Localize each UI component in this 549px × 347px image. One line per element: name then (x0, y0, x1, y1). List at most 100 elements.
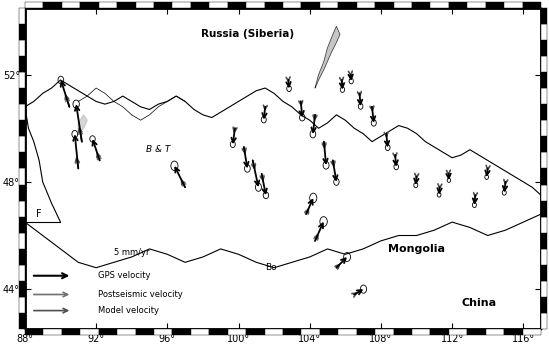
Bar (209, 329, 228, 335)
Bar (19, 281, 25, 297)
Bar (228, 2, 246, 8)
Bar (19, 8, 25, 24)
Bar (19, 169, 25, 185)
Text: Mongolia: Mongolia (388, 244, 445, 254)
Bar (541, 217, 547, 233)
Bar (486, 329, 504, 335)
Bar (541, 281, 547, 297)
Bar (19, 249, 25, 265)
Bar (523, 329, 541, 335)
Bar (467, 2, 486, 8)
Bar (541, 24, 547, 40)
Bar (246, 2, 265, 8)
Bar (19, 136, 25, 152)
Bar (541, 185, 547, 201)
Bar (19, 104, 25, 120)
Bar (467, 329, 486, 335)
Text: Model velocity: Model velocity (98, 306, 159, 315)
Bar (394, 329, 412, 335)
Bar (99, 329, 117, 335)
Bar (504, 329, 523, 335)
Bar (283, 2, 301, 8)
Bar (338, 2, 357, 8)
Text: Russia (Siberia): Russia (Siberia) (201, 29, 294, 40)
Bar (19, 217, 25, 233)
Polygon shape (79, 115, 87, 134)
Text: Postseismic velocity: Postseismic velocity (98, 290, 183, 299)
Text: China: China (461, 297, 496, 307)
Bar (541, 120, 547, 136)
Bar (19, 40, 25, 56)
Bar (541, 72, 547, 88)
Text: Bo: Bo (265, 263, 277, 272)
Bar (99, 2, 117, 8)
Bar (541, 104, 547, 120)
Polygon shape (315, 26, 340, 88)
Bar (136, 2, 154, 8)
Bar (80, 2, 99, 8)
Bar (541, 152, 547, 169)
Bar (375, 329, 394, 335)
Bar (246, 329, 265, 335)
Bar (19, 233, 25, 249)
Bar (449, 2, 467, 8)
Bar (43, 2, 61, 8)
Bar (19, 297, 25, 313)
Bar (357, 2, 375, 8)
Bar (191, 2, 209, 8)
Bar (43, 329, 61, 335)
Bar (301, 2, 320, 8)
Bar (541, 8, 547, 24)
Bar (61, 329, 80, 335)
Text: B & T: B & T (146, 145, 171, 154)
Bar (320, 2, 338, 8)
Text: 5 mm/yr: 5 mm/yr (114, 248, 149, 257)
Bar (541, 313, 547, 329)
Bar (412, 2, 430, 8)
Bar (61, 2, 80, 8)
Bar (19, 152, 25, 169)
Bar (25, 2, 43, 8)
Bar (541, 136, 547, 152)
Text: GPS velocity: GPS velocity (98, 271, 150, 280)
Bar (541, 265, 547, 281)
Bar (19, 201, 25, 217)
Bar (154, 329, 172, 335)
Bar (394, 2, 412, 8)
Bar (375, 2, 394, 8)
Bar (154, 2, 172, 8)
Bar (19, 56, 25, 72)
Bar (357, 329, 375, 335)
Bar (25, 329, 43, 335)
Bar (412, 329, 430, 335)
Bar (320, 329, 338, 335)
Bar (283, 329, 301, 335)
Bar (172, 329, 191, 335)
Bar (541, 88, 547, 104)
Bar (449, 329, 467, 335)
Bar (541, 56, 547, 72)
Bar (19, 24, 25, 40)
Bar (172, 2, 191, 8)
Bar (19, 265, 25, 281)
Bar (301, 329, 320, 335)
Bar (430, 329, 449, 335)
Bar (504, 2, 523, 8)
Bar (486, 2, 504, 8)
Bar (541, 169, 547, 185)
Bar (523, 2, 541, 8)
Bar (541, 297, 547, 313)
Bar (136, 329, 154, 335)
Bar (209, 2, 228, 8)
Bar (19, 185, 25, 201)
Bar (541, 40, 547, 56)
Bar (19, 313, 25, 329)
Bar (265, 2, 283, 8)
Bar (19, 72, 25, 88)
Bar (19, 120, 25, 136)
Bar (541, 233, 547, 249)
Bar (191, 329, 209, 335)
Bar (80, 329, 99, 335)
Bar (117, 2, 136, 8)
Bar (338, 329, 357, 335)
